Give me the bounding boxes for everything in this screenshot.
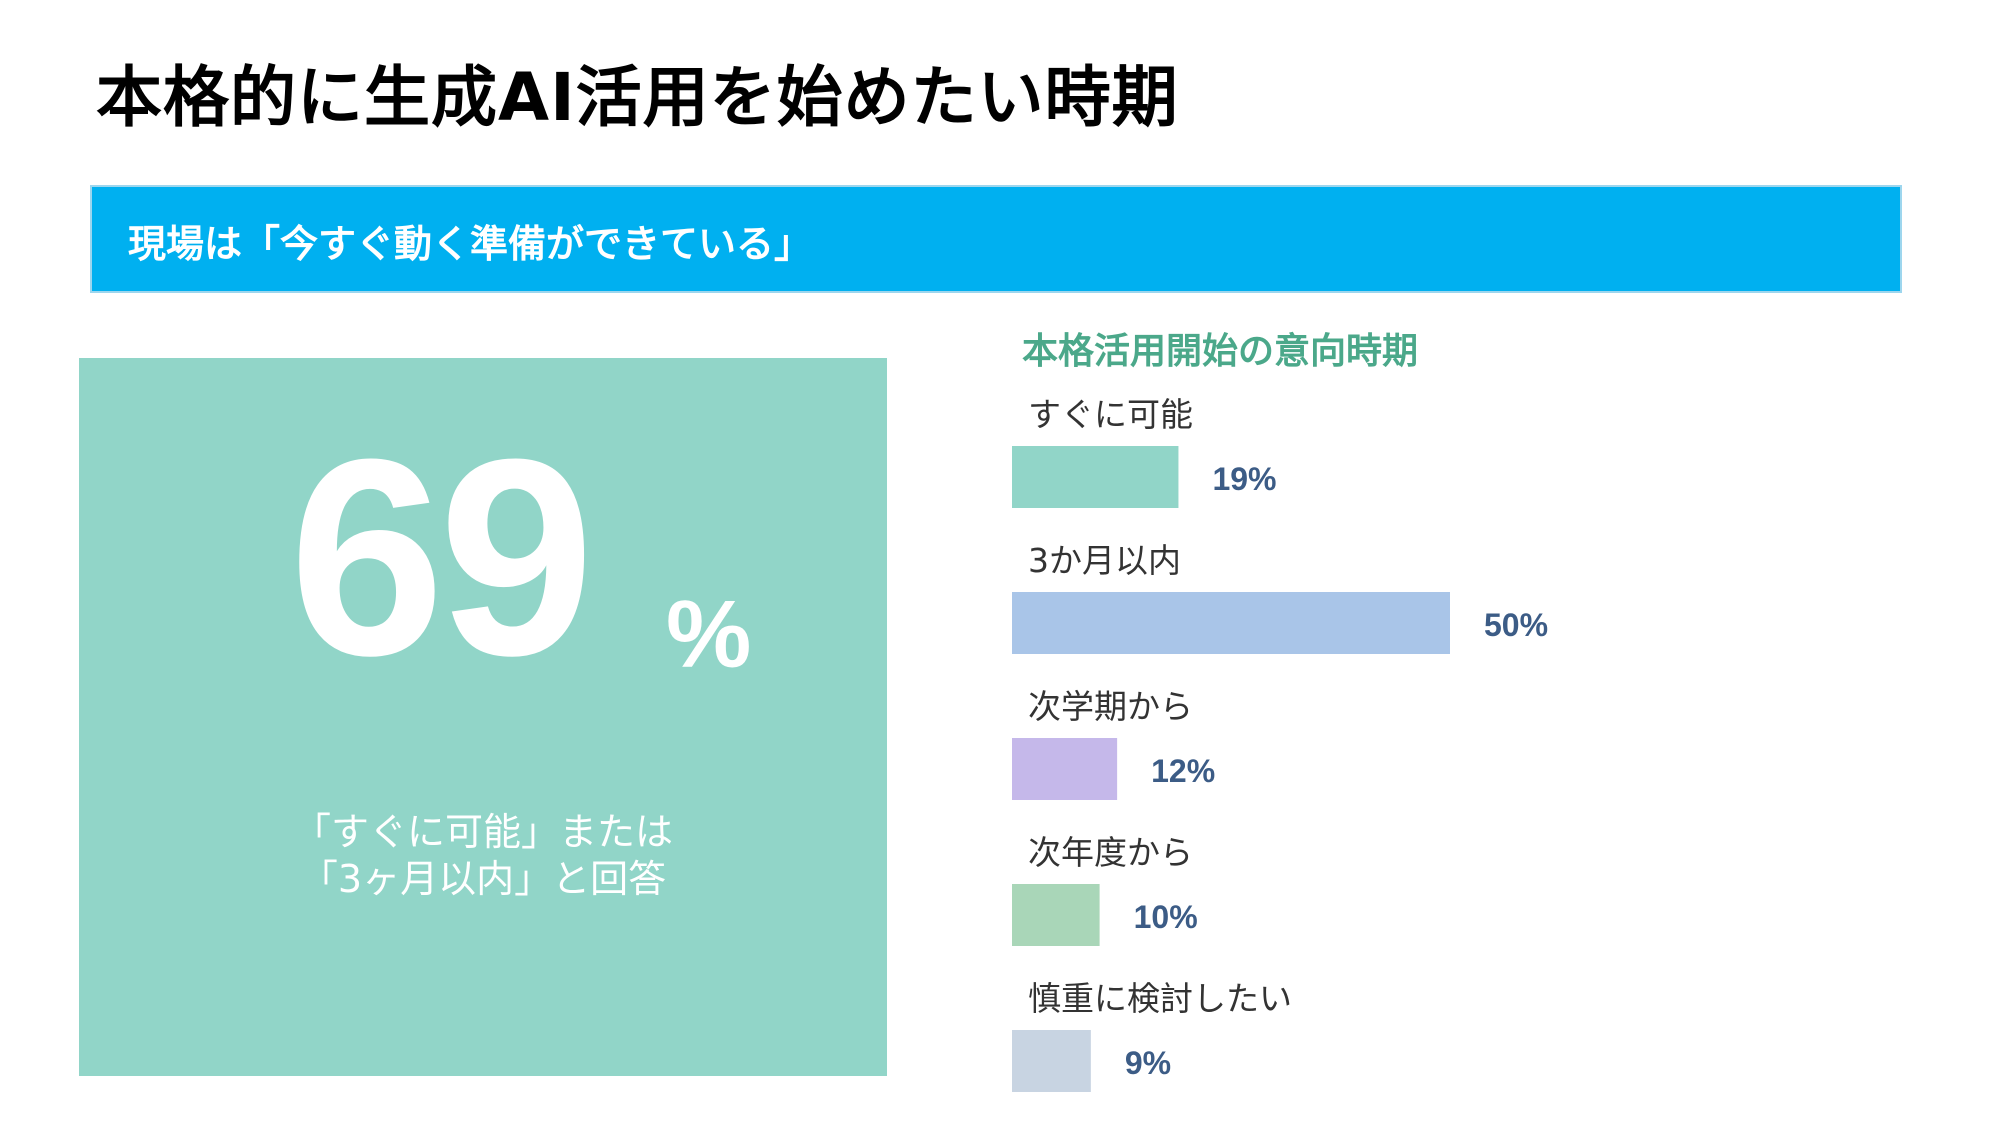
category-label: 3か月以内 — [1028, 541, 1181, 580]
value-label: 12% — [1151, 753, 1215, 789]
banner-text: 現場は「今すぐ動く準備ができている」 — [128, 222, 813, 266]
kpi-number: 69 — [289, 402, 594, 714]
kpi-unit: % — [666, 581, 752, 688]
bar — [1012, 446, 1179, 508]
bar — [1012, 884, 1100, 946]
category-label: 慎重に検討したい — [1028, 979, 1292, 1018]
category-label: 次学期から — [1028, 687, 1193, 726]
value-label: 9% — [1125, 1045, 1171, 1081]
headline-banner: 現場は「今すぐ動く準備ができている」 — [90, 185, 1902, 293]
kpi-caption-line2: 「3ヶ月以内」と回答 — [299, 857, 667, 901]
bar — [1012, 592, 1450, 654]
value-label: 19% — [1212, 461, 1276, 497]
chart-title: 本格活用開始の意向時期 — [1022, 331, 1419, 372]
kpi-caption-line1: 「すぐに可能」または — [292, 810, 673, 854]
value-label: 10% — [1134, 899, 1198, 935]
category-label: 次年度から — [1028, 833, 1193, 872]
page-title: 本格的に生成AI活用を始めたい時期 — [96, 59, 1179, 136]
value-label: 50% — [1484, 607, 1548, 643]
category-label: すぐに可能 — [1028, 395, 1193, 434]
bar — [1012, 1030, 1091, 1092]
bar — [1012, 738, 1118, 800]
kpi-card: 69 % 「すぐに可能」または 「3ヶ月以内」と回答 — [79, 358, 887, 1076]
